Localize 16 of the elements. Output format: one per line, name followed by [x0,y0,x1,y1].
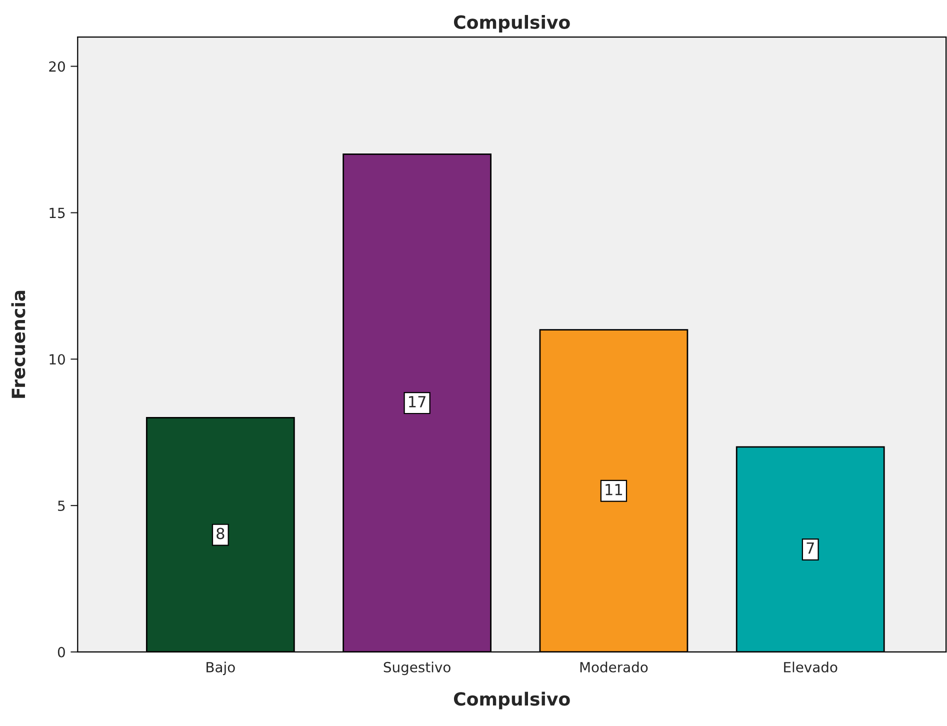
x-axis-title: Compulsivo [454,692,570,710]
y-tick-label: 5 [58,500,65,512]
data-label: 11 [606,484,622,496]
y-tick-label: 15 [50,208,65,218]
data-label: 17 [409,396,426,408]
y-tick-label: 20 [49,61,65,72]
x-tick-label: Sugestivo [384,662,450,676]
x-tick-label: Elevado [784,662,838,672]
chart-title: Compulsivo [454,14,570,32]
data-label: 7 [806,542,814,554]
y-tick-label: 10 [50,354,65,365]
y-tick-label: 0 [58,646,65,658]
y-axis-title: Frecuencia [11,290,26,398]
data-label: 8 [216,528,224,540]
x-tick-label: Bajo [206,662,235,676]
x-tick-label: Moderado [580,662,648,672]
